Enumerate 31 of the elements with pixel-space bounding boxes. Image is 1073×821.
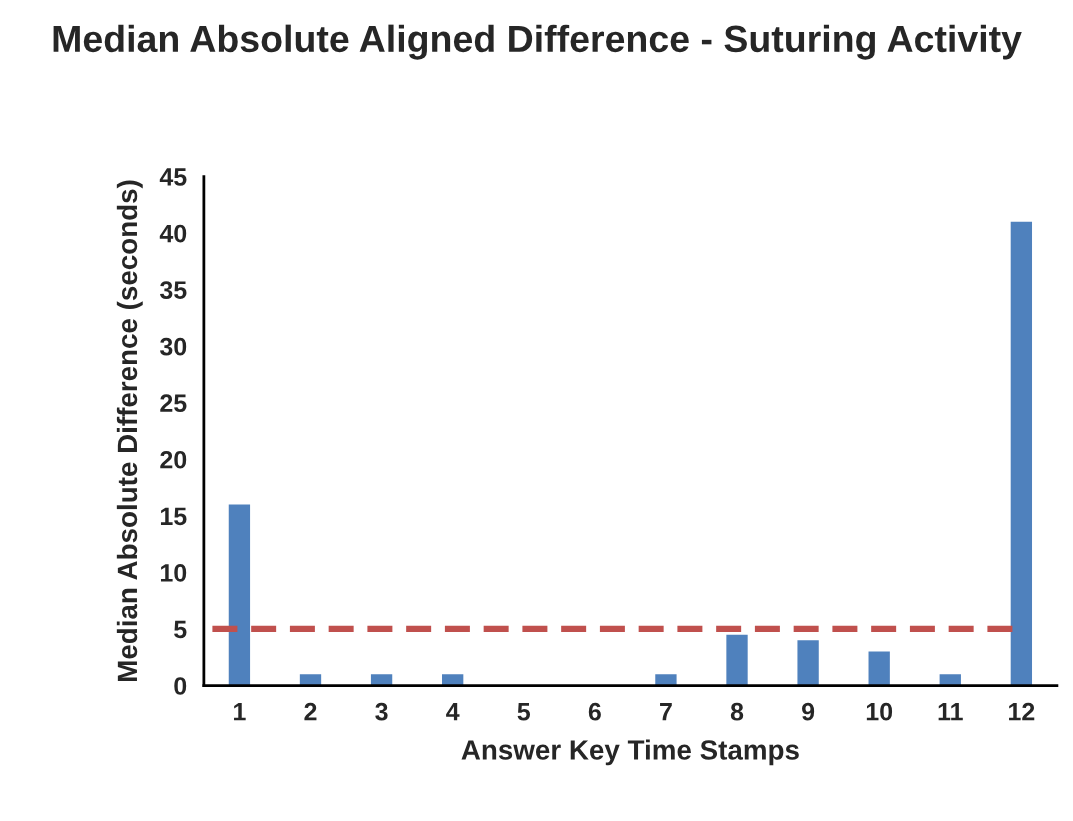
x-axis-title: Answer Key Time Stamps: [461, 739, 799, 766]
y-tick-label: 45: [159, 168, 187, 186]
bar: [797, 640, 819, 686]
chart-title: Median Absolute Aligned Difference - Suturing Activity: [53, 24, 1022, 60]
x-tick-label: 4: [446, 703, 460, 721]
y-tick-label: 15: [160, 507, 187, 526]
bar: [726, 634, 748, 686]
y-tick-label: 35: [159, 281, 187, 299]
x-tick-label: 5: [517, 703, 531, 721]
y-axis-title: Median Absolute Difference (seconds): [116, 180, 143, 681]
y-tick-label: 40: [159, 224, 187, 243]
bar: [228, 504, 251, 686]
x-tick-label: 12: [1009, 702, 1035, 721]
x-tick-label: 10: [866, 702, 893, 721]
x-tick-label: 6: [588, 702, 601, 721]
x-tick-label: 1: [234, 703, 246, 721]
x-tick-label: 2: [304, 702, 317, 721]
y-tick-label: 25: [160, 394, 187, 413]
y-tick-label: 0: [174, 677, 187, 695]
x-tick-label: 11: [938, 703, 963, 721]
bar: [655, 674, 677, 686]
bar: [868, 651, 890, 686]
bar: [1010, 221, 1033, 686]
y-tick-label: 10: [160, 564, 187, 582]
y-tick-label: 20: [160, 450, 187, 469]
x-tick-label: 3: [375, 702, 388, 721]
y-tick-label: 5: [174, 620, 187, 639]
x-tick-label: 8: [730, 702, 744, 721]
y-tick-label: 30: [159, 337, 187, 356]
x-tick-label: 9: [802, 702, 815, 721]
x-tick-label: 7: [660, 703, 672, 721]
